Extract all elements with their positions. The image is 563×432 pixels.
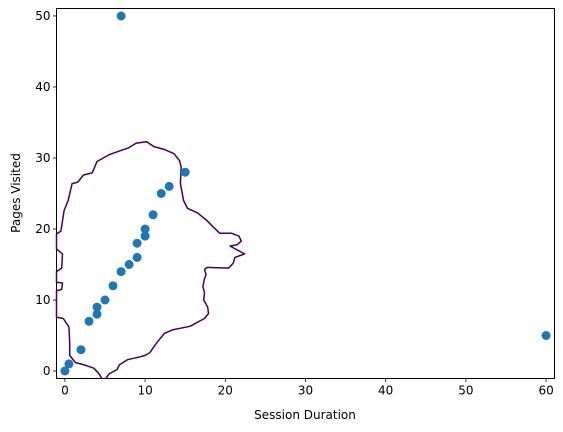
y-tick-label: 10	[35, 293, 50, 307]
scatter-point	[140, 231, 150, 241]
scatter-point	[116, 11, 126, 21]
x-tick-label: 40	[378, 384, 393, 398]
y-tick-label: 0	[43, 364, 51, 378]
x-axis-label: Session Duration	[254, 408, 356, 422]
scatter-point	[108, 281, 118, 291]
scatter-point	[84, 316, 94, 326]
y-tick-label: 50	[35, 9, 50, 23]
y-axis-ticks: 0 10 20 30 40 50	[35, 9, 57, 378]
scatter-point	[541, 331, 551, 340]
scatter-point	[100, 295, 110, 305]
y-axis-label: Pages Visited	[9, 153, 23, 233]
scatter-point	[76, 345, 86, 355]
scatter-point	[116, 267, 126, 277]
x-tick-label: 60	[538, 384, 553, 398]
scatter-point	[180, 167, 190, 177]
x-tick-label: 30	[298, 384, 313, 398]
scatter-point	[92, 309, 102, 319]
plot-area-frame	[56, 8, 555, 379]
scatter-point	[140, 224, 150, 234]
points-layer	[60, 11, 551, 376]
scatter-point	[164, 181, 174, 191]
scatter-point	[60, 366, 70, 376]
x-tick-label: 0	[61, 384, 69, 398]
scatter-point	[124, 260, 134, 269]
x-axis-ticks: 0 10 20 30 40 50 60	[61, 378, 554, 398]
x-tick-label: 50	[458, 384, 473, 398]
scatter-point	[64, 359, 74, 369]
y-tick-label: 40	[35, 80, 50, 94]
y-tick-label: 20	[35, 222, 50, 236]
density-contour-line	[55, 140, 246, 379]
scatter-point	[156, 189, 166, 198]
y-tick-label: 30	[35, 151, 50, 165]
scatter-point	[148, 210, 158, 220]
scatter-point	[92, 302, 102, 312]
x-tick-label: 20	[218, 384, 233, 398]
x-tick-label: 10	[137, 384, 152, 398]
contour-layer	[55, 140, 246, 379]
scatter-point	[132, 238, 142, 248]
scatter-point	[132, 252, 142, 262]
